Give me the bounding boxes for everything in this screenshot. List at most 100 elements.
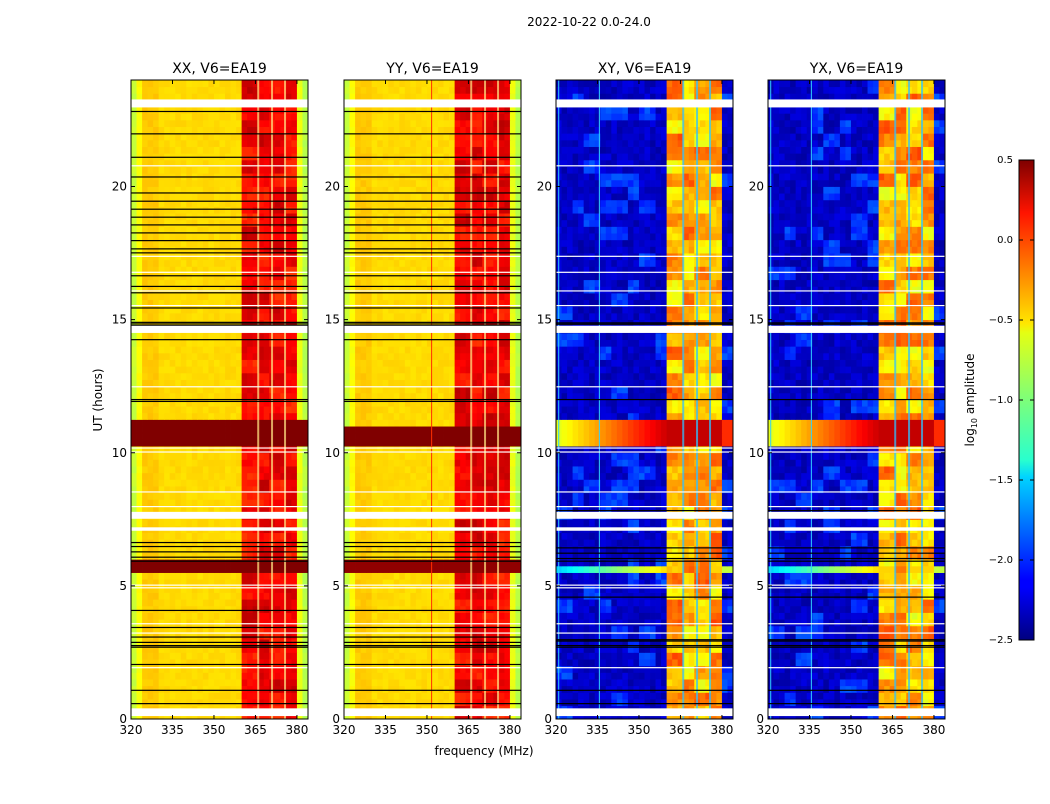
- heatmap-cell: [225, 167, 231, 174]
- heatmap-cell: [131, 493, 137, 500]
- heatmap-cell: [344, 599, 350, 606]
- heatmap-cell: [220, 140, 226, 147]
- heatmap-cell: [142, 273, 148, 280]
- heatmap-cell: [131, 80, 137, 87]
- heatmap-cell: [197, 652, 203, 659]
- heatmap-cell: [225, 413, 231, 420]
- heatmap-cell: [170, 499, 176, 506]
- heatmap-cell: [275, 393, 281, 400]
- heatmap-cell: [350, 340, 356, 347]
- heatmap-cell: [142, 366, 148, 373]
- heatmap-cell: [355, 586, 361, 593]
- heatmap-cell: [242, 167, 248, 174]
- heatmap-cell: [355, 666, 361, 673]
- heatmap-cell: [499, 652, 505, 659]
- heatmap-cell: [231, 360, 237, 367]
- heatmap-cell: [247, 692, 253, 699]
- heatmap-cell: [361, 686, 367, 693]
- heatmap-cell: [275, 599, 281, 606]
- heatmap-cell: [142, 293, 148, 300]
- heatmap-cell: [286, 87, 292, 94]
- heatmap-cell: [372, 573, 378, 580]
- heatmap-cell: [350, 426, 356, 433]
- heatmap-cell: [181, 306, 187, 313]
- heatmap-cell: [208, 147, 214, 154]
- heatmap-cell: [153, 692, 159, 699]
- heatmap-cell: [372, 453, 378, 460]
- heatmap-cell: [214, 493, 220, 500]
- heatmap-cell: [286, 659, 292, 666]
- heatmap-cell: [137, 360, 143, 367]
- heatmap-cell: [131, 606, 137, 613]
- heatmap-cell: [488, 692, 494, 699]
- heatmap-cell: [405, 360, 411, 367]
- heatmap-cell: [208, 586, 214, 593]
- heatmap-cell: [286, 559, 292, 566]
- heatmap-cell: [164, 419, 170, 426]
- heatmap-cell: [504, 366, 510, 373]
- heatmap-cell: [186, 699, 192, 706]
- heatmap-cell: [410, 373, 416, 380]
- heatmap-cell: [153, 380, 159, 387]
- heatmap-cell: [192, 659, 198, 666]
- heatmap-cell: [175, 93, 181, 100]
- heatmap-cell: [192, 626, 198, 633]
- heatmap-cell: [275, 280, 281, 287]
- heatmap-cell: [142, 626, 148, 633]
- heatmap-cell: [286, 613, 292, 620]
- heatmap-cell: [159, 346, 165, 353]
- heatmap-cell: [455, 373, 461, 380]
- heatmap-cell: [449, 493, 455, 500]
- heatmap-cell: [131, 293, 137, 300]
- heatmap-cell: [197, 260, 203, 267]
- heatmap-cell: [394, 453, 400, 460]
- heatmap-cell: [214, 333, 220, 340]
- heatmap-cell: [181, 313, 187, 320]
- heatmap-cell: [231, 366, 237, 373]
- heatmap-cell: [388, 360, 394, 367]
- heatmap-cell: [361, 699, 367, 706]
- heatmap-cell: [264, 280, 270, 287]
- heatmap-cell: [247, 373, 253, 380]
- heatmap-cell: [170, 413, 176, 420]
- heatmap-cell: [220, 206, 226, 213]
- heatmap-cell: [208, 679, 214, 686]
- heatmap-cell: [355, 699, 361, 706]
- heatmap-cell: [137, 606, 143, 613]
- heatmap-cell: [297, 260, 303, 267]
- heatmap-cell: [344, 380, 350, 387]
- heatmap-cell: [197, 406, 203, 413]
- heatmap-cell: [399, 619, 405, 626]
- heatmap-cell: [153, 87, 159, 94]
- heatmap-cell: [372, 366, 378, 373]
- heatmap-cell: [377, 586, 383, 593]
- heatmap-cell: [291, 406, 297, 413]
- heatmap-cell: [286, 346, 292, 353]
- heatmap-cell: [286, 260, 292, 267]
- heatmap-cell: [291, 599, 297, 606]
- heatmap-cell: [186, 679, 192, 686]
- heatmap-cell: [231, 306, 237, 313]
- heatmap-cell: [291, 566, 297, 573]
- heatmap-cell: [236, 87, 242, 94]
- heatmap-cell: [137, 679, 143, 686]
- heatmap-cell: [159, 659, 165, 666]
- heatmap-cell: [394, 586, 400, 593]
- heatmap-cell: [220, 479, 226, 486]
- flag-line-white: [131, 667, 308, 668]
- heatmap-cell: [286, 493, 292, 500]
- heatmap-cell: [455, 692, 461, 699]
- heatmap-cell: [208, 666, 214, 673]
- heatmap-cell: [214, 586, 220, 593]
- heatmap-cell: [220, 606, 226, 613]
- heatmap-cell: [208, 499, 214, 506]
- heatmap-cell: [236, 400, 242, 407]
- heatmap-cell: [159, 147, 165, 154]
- heatmap-cell: [137, 273, 143, 280]
- heatmap-cell: [225, 400, 231, 407]
- heatmap-cell: [164, 479, 170, 486]
- heatmap-cell: [148, 593, 154, 600]
- heatmap-cell: [438, 419, 444, 426]
- heatmap-cell: [247, 413, 253, 420]
- heatmap-cell: [291, 360, 297, 367]
